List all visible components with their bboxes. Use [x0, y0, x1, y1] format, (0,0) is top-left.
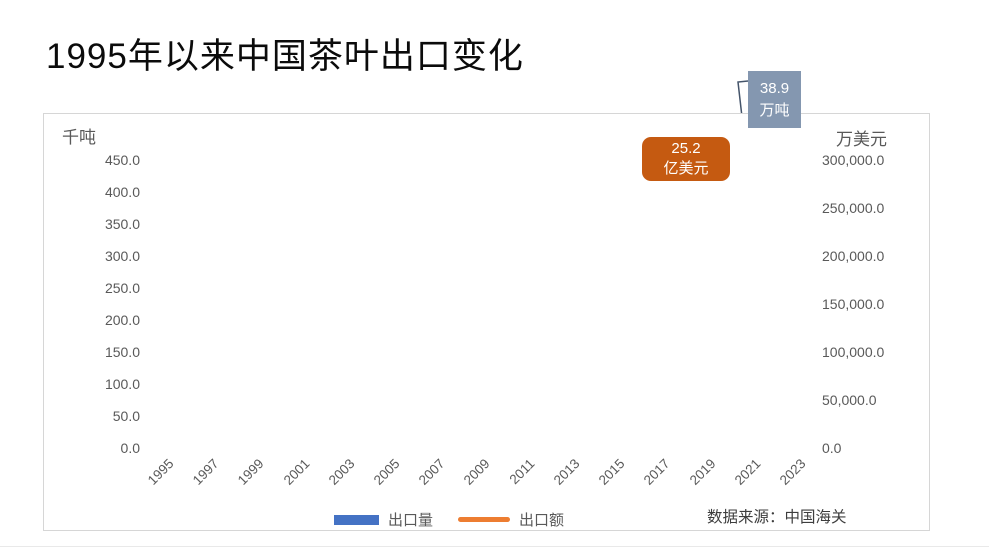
left-axis-tick-label: 450.0	[104, 152, 140, 168]
left-axis-tick-label: 50.0	[112, 408, 140, 424]
slide-bottom-edge	[0, 546, 989, 547]
left-axis-unit-label: 千吨	[62, 128, 96, 147]
legend-value-swatch	[458, 517, 511, 522]
left-axis-tick-label: 400.0	[104, 184, 140, 200]
value-peak-unit: 亿美元	[663, 160, 709, 177]
right-axis-unit-label: 万美元	[836, 130, 887, 149]
volume-peak-unit: 万吨	[759, 102, 790, 119]
left-axis-tick-label: 150.0	[104, 344, 140, 360]
legend-value-label: 出口额	[519, 512, 565, 529]
value-peak-number: 25.2	[671, 140, 701, 157]
right-axis-tick-label: 50,000.0	[822, 392, 877, 408]
legend: 出口量 出口额	[334, 509, 564, 530]
left-axis-tick-label: 300.0	[104, 248, 140, 264]
right-axis-tick-label: 300,000.0	[822, 152, 885, 168]
source-note: 数据来源：中国海关	[707, 509, 847, 526]
chart-frame	[43, 113, 930, 531]
left-axis-tick-label: 350.0	[104, 216, 140, 232]
left-axis-tick-label: 250.0	[104, 280, 140, 296]
right-axis-tick-label: 200,000.0	[822, 248, 885, 264]
value-peak-callout: 25.2 亿美元	[642, 137, 730, 181]
right-axis-tick-label: 100,000.0	[822, 344, 885, 360]
left-axis-tick-label: 100.0	[104, 376, 140, 392]
volume-peak-callout: 38.9 万吨	[748, 71, 801, 128]
left-axis-tick-label: 200.0	[104, 312, 140, 328]
right-axis-tick-label: 0.0	[822, 440, 842, 456]
legend-volume-label: 出口量	[388, 512, 434, 529]
page-title: 1995年以来中国茶叶出口变化	[46, 37, 524, 76]
right-axis-tick-label: 250,000.0	[822, 200, 885, 216]
volume-peak-number: 38.9	[759, 80, 790, 97]
legend-volume-swatch	[334, 514, 379, 525]
right-axis-tick-label: 150,000.0	[822, 296, 885, 312]
left-axis-tick-label: 0.0	[120, 440, 140, 456]
